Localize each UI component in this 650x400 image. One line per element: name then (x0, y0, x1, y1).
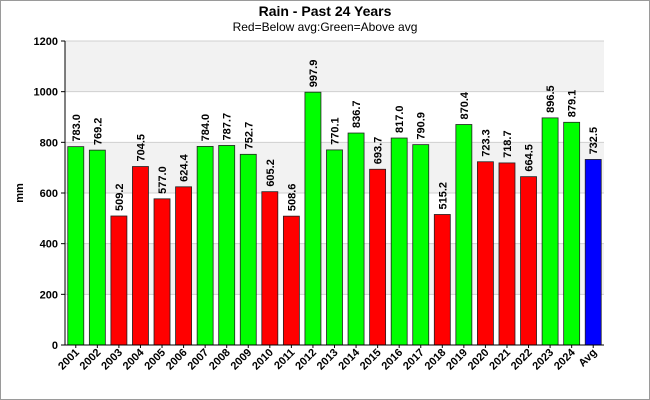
x-tick-label: 2004 (121, 346, 147, 372)
bar-2020 (477, 161, 494, 346)
x-tick-label: 2014 (336, 346, 362, 372)
bar-2002 (88, 149, 106, 346)
plot-band (65, 41, 604, 92)
y-tick-label: 600 (40, 188, 58, 200)
bar-2013 (326, 149, 343, 346)
bar-2022 (520, 176, 537, 346)
x-tick-label: 2022 (509, 347, 535, 373)
x-tick-label: 2023 (530, 347, 556, 373)
x-tick-label: 2011 (272, 347, 297, 372)
value-label: 817.0 (394, 105, 406, 133)
value-label: 718.7 (502, 130, 514, 158)
bar-2014 (347, 132, 365, 346)
bar-2023 (541, 117, 559, 346)
bar-2019 (455, 124, 473, 346)
bar-avg (584, 159, 602, 346)
bar-2009 (239, 153, 257, 346)
chart-title: Rain - Past 24 Years (258, 3, 392, 19)
value-label: 997.9 (308, 60, 320, 88)
x-tick-label: 2010 (250, 347, 276, 373)
bar-2008 (218, 145, 236, 346)
bar-2005 (153, 198, 171, 346)
bar-2018 (433, 214, 451, 346)
x-tick-label: 2005 (142, 347, 168, 373)
x-tick-label: 2003 (99, 347, 125, 373)
bar-2007 (196, 145, 214, 346)
bar-2012 (304, 91, 322, 346)
x-tick-label: Avg (576, 347, 599, 370)
x-tick-label: 2017 (401, 347, 427, 373)
chart-subtitle: Red=Below avg:Green=Above avg (232, 20, 418, 34)
value-label: 870.4 (459, 91, 471, 119)
y-tick-label: 0 (52, 340, 58, 352)
x-tick-label: 2002 (78, 347, 104, 373)
bar-2004 (132, 166, 149, 346)
x-tick-label: 2015 (358, 347, 384, 373)
value-label: 664.5 (524, 144, 536, 172)
value-label: 515.2 (437, 182, 449, 210)
x-tick-label: 2006 (164, 347, 190, 373)
x-tick-label: 2016 (380, 347, 406, 373)
value-label: 732.5 (588, 127, 600, 155)
x-tick-label: 2007 (185, 347, 211, 373)
x-tick-label: 2013 (315, 347, 341, 373)
bar-2001 (67, 146, 85, 346)
x-tick-label: 2020 (466, 347, 492, 373)
value-label: 783.0 (71, 114, 83, 142)
value-label: 879.1 (567, 90, 579, 118)
value-label: 577.0 (157, 166, 169, 194)
value-label: 784.0 (200, 114, 212, 142)
value-label: 836.7 (351, 101, 363, 129)
bar-2017 (412, 144, 430, 346)
x-tick-label: 2019 (444, 347, 470, 373)
bars-group (67, 91, 602, 346)
value-label: 752.7 (243, 122, 255, 150)
value-label: 896.5 (545, 85, 557, 113)
value-label: 769.2 (92, 118, 104, 146)
x-tick-label: 2024 (552, 346, 578, 372)
bar-2024 (563, 121, 581, 346)
y-tick-label: 400 (40, 239, 58, 251)
y-tick-label: 200 (40, 289, 58, 301)
value-label: 509.2 (114, 183, 126, 211)
value-label: 693.7 (373, 137, 385, 165)
value-label: 770.1 (330, 117, 342, 145)
value-labels-group: 783.0 769.2 509.2 704.5 577.0 624.4 784.0 787.7… (71, 60, 600, 211)
y-axis-label: mm (14, 183, 26, 203)
x-tick-label: 2001 (56, 347, 82, 373)
bar-2011 (282, 215, 300, 346)
x-tick-label: 2012 (293, 347, 319, 373)
value-label: 624.4 (179, 153, 191, 181)
bar-2010 (261, 191, 279, 346)
bar-2003 (110, 215, 128, 346)
x-tick-label: 2021 (487, 347, 513, 373)
x-tick-label: 2009 (229, 347, 255, 373)
bar-2015 (369, 168, 387, 346)
y-tick-label: 1000 (34, 87, 58, 99)
value-label: 508.6 (286, 184, 298, 212)
value-label: 704.5 (135, 134, 147, 162)
value-label: 790.9 (416, 112, 428, 140)
x-tick-label: 2008 (207, 347, 233, 373)
y-tick-label: 800 (40, 137, 58, 149)
value-label: 605.2 (265, 159, 277, 187)
x-tick-label: 2018 (423, 347, 449, 373)
bar-2021 (498, 162, 516, 346)
bar-2006 (175, 186, 192, 346)
value-label: 787.7 (222, 113, 234, 141)
value-label: 723.3 (480, 129, 492, 157)
y-tick-label: 1200 (34, 36, 58, 48)
plot-band (65, 91, 604, 143)
bar-2016 (390, 137, 408, 346)
